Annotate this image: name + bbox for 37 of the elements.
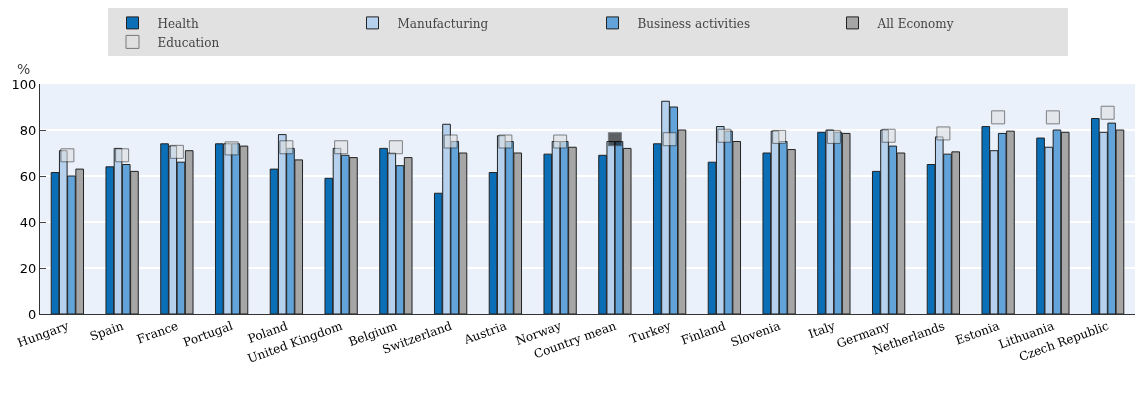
x-tick-label: Austria <box>461 318 509 348</box>
legend-label: Education <box>157 35 220 50</box>
y-tick-label: 40 <box>19 214 37 230</box>
y-tick-label: 100 <box>11 76 37 92</box>
legend-label: Business activities <box>637 16 751 31</box>
legend-label: Manufacturing <box>397 16 489 31</box>
point <box>717 128 732 143</box>
point <box>881 128 896 143</box>
point <box>662 132 677 147</box>
point <box>1045 110 1060 125</box>
point <box>1100 105 1115 120</box>
y-tick-label: 80 <box>19 122 37 138</box>
x-tick-label: Italy <box>806 318 838 342</box>
point <box>991 110 1006 125</box>
point <box>60 148 75 163</box>
point <box>224 141 239 156</box>
point <box>936 126 951 141</box>
point <box>607 132 622 147</box>
legend-label: All Economy <box>876 16 954 31</box>
y-axis-title: % <box>17 61 31 77</box>
point <box>388 140 403 155</box>
point <box>169 144 184 159</box>
x-tick-label: Spain <box>87 318 126 344</box>
legend-label: Health <box>157 16 199 31</box>
x-tick-label: Turkey <box>627 318 673 347</box>
y-tick-label: 20 <box>19 260 37 276</box>
point <box>553 134 568 149</box>
point <box>334 140 349 155</box>
point <box>279 140 294 155</box>
point <box>115 148 130 163</box>
point <box>443 134 458 149</box>
y-tick-label: 60 <box>19 168 37 184</box>
x-tick-label: France <box>134 318 180 347</box>
point <box>826 129 841 144</box>
point <box>498 134 513 149</box>
point <box>772 129 787 144</box>
y-tick-label: 0 <box>28 306 37 322</box>
